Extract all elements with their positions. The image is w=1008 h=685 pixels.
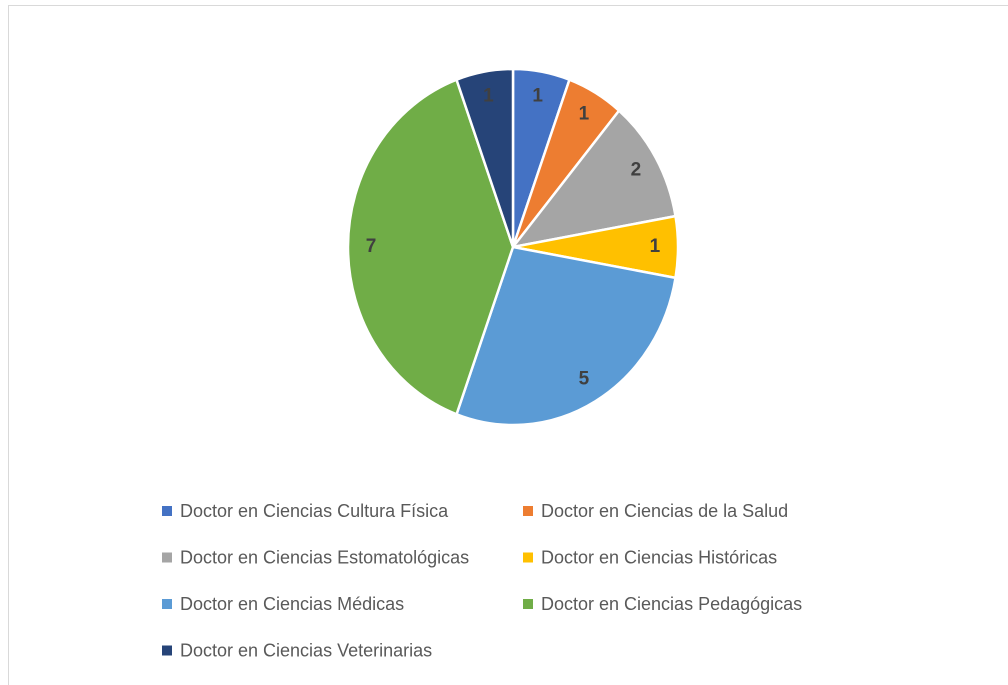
legend-swatch: [162, 599, 172, 609]
data-label: 1: [532, 85, 543, 106]
legend-swatch: [162, 645, 172, 656]
data-label: 1: [650, 236, 661, 257]
legend-swatch: [523, 599, 533, 609]
legend-label: Doctor en Ciencias Veterinarias: [180, 640, 432, 660]
pie-slice: [455, 67, 515, 248]
data-label: 2: [631, 159, 642, 180]
legend-label: Doctor en Ciencias Médicas: [180, 594, 404, 614]
legend-label: Doctor en Ciencias Cultura Física: [180, 501, 449, 521]
data-label: 7: [366, 236, 377, 257]
legend-label: Doctor en Ciencias Históricas: [541, 547, 777, 567]
pie-slice: [455, 245, 677, 427]
legend-label: Doctor en Ciencias Estomatológicas: [180, 547, 469, 567]
pie-slice: [509, 108, 677, 249]
legend-label: Doctor en Ciencias Pedagógicas: [541, 594, 802, 614]
legend-swatch: [523, 506, 533, 516]
legend-label: Doctor en Ciencias de la Salud: [541, 501, 788, 521]
data-label: 1: [579, 103, 590, 124]
pie-slice: [346, 78, 515, 416]
legend-swatch: [162, 506, 172, 516]
legend-swatch: [523, 552, 533, 563]
data-label: 5: [579, 369, 590, 390]
legend-swatch: [162, 552, 172, 563]
data-label: 1: [483, 85, 494, 106]
